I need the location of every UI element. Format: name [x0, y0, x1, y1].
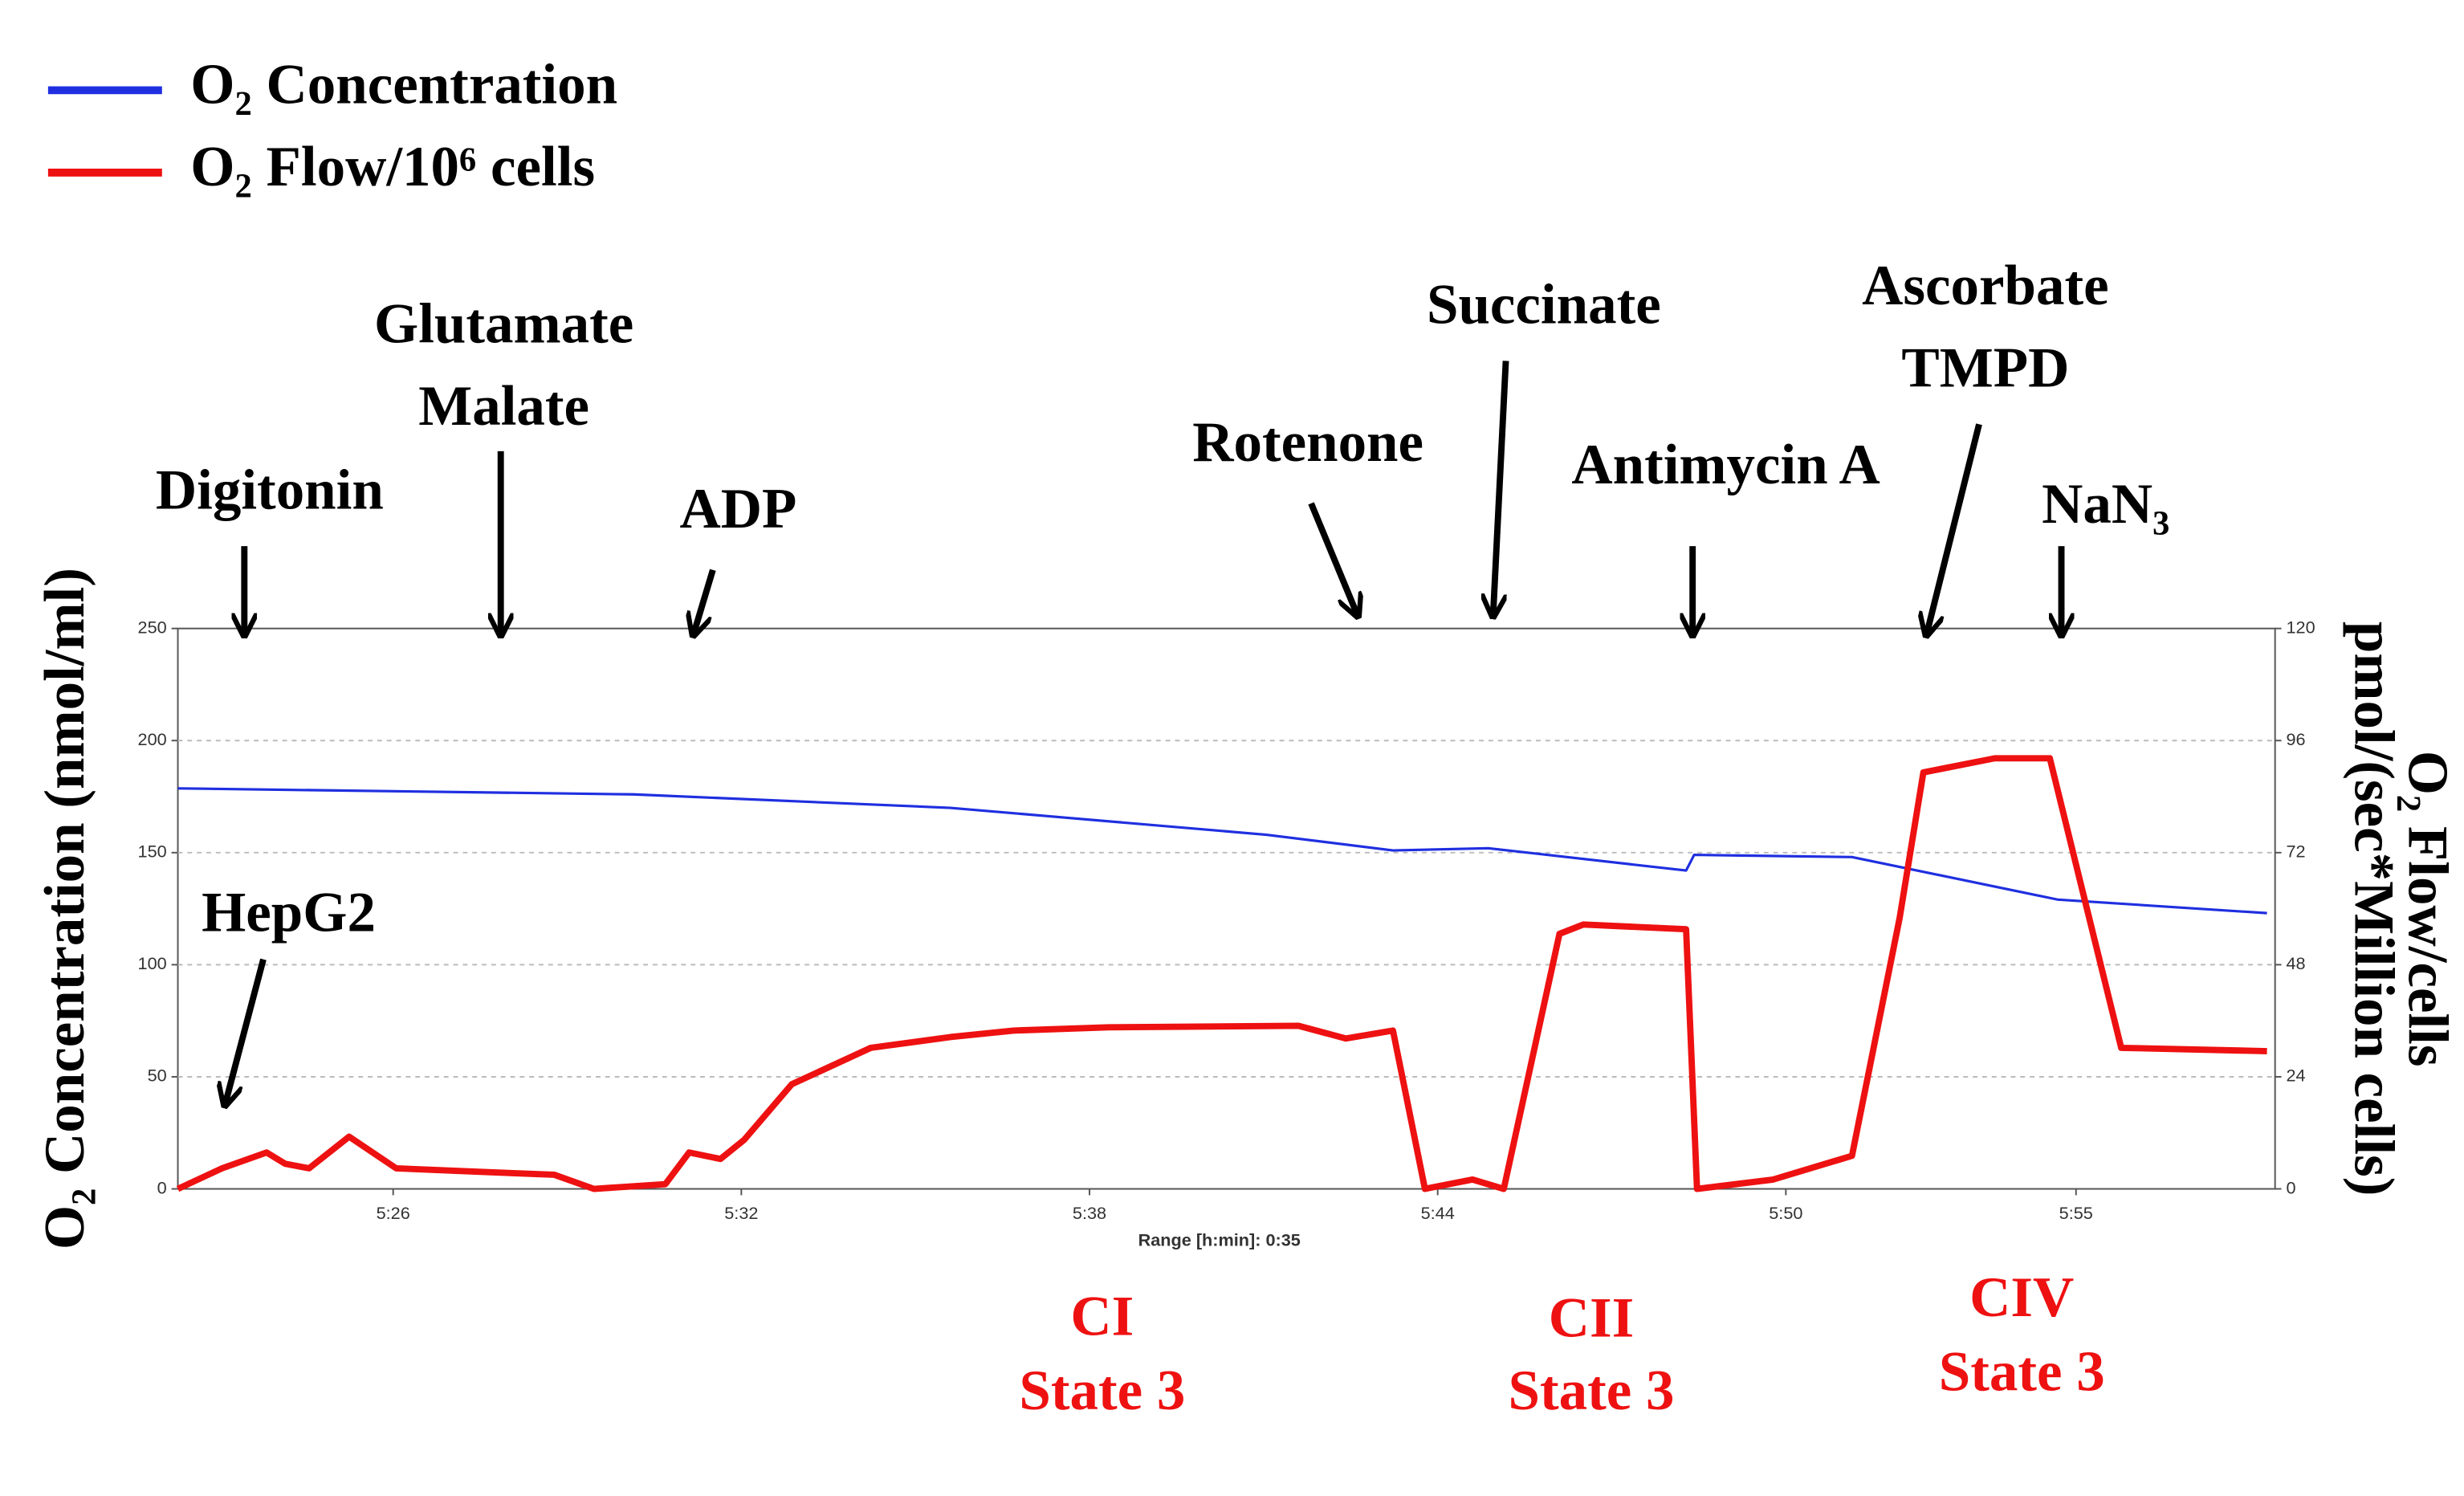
- annotation: NaN₃: [2042, 473, 2169, 536]
- y2-axis-label: pmol/(sec*Million cells): [2343, 622, 2405, 1196]
- x-tick-label: 5:38: [1073, 1203, 1106, 1223]
- y2-tick-label: 96: [2286, 729, 2305, 749]
- y-tick-label: 50: [148, 1066, 167, 1086]
- y-axis-label: O₂ Concentration (nmol/ml): [34, 568, 96, 1249]
- annotation: CIV: [1969, 1266, 2074, 1329]
- annotation: State 3: [1019, 1359, 1185, 1422]
- annotation: State 3: [1509, 1359, 1675, 1422]
- x-tick-label: 5:26: [377, 1203, 410, 1223]
- y-tick-label: 0: [157, 1177, 167, 1197]
- data-line: [177, 787, 2267, 915]
- x-tick-label: 5:55: [2059, 1203, 2093, 1223]
- y2-tick-label: 120: [2286, 617, 2315, 637]
- y2-tick-label: 72: [2286, 842, 2305, 862]
- annotation: Digitonin: [156, 459, 384, 521]
- plot-frame: [177, 627, 2276, 1190]
- annotation-arrow: [1308, 502, 1357, 614]
- annotation: Rotenone: [1192, 411, 1423, 474]
- y2-tick-label: 48: [2286, 953, 2305, 973]
- y2-tick-label: 24: [2286, 1066, 2305, 1086]
- annotation: CII: [1549, 1286, 1635, 1349]
- legend-label: O₂ Concentration: [190, 54, 617, 116]
- annotation: Antimycin A: [1571, 434, 1880, 496]
- data-line: [176, 755, 2267, 1192]
- annotation-arrow: [694, 569, 716, 634]
- annotation-arrow: [226, 958, 267, 1103]
- annotation-arrow: [1927, 423, 1982, 633]
- annotation: CI: [1070, 1285, 1134, 1347]
- annotation: Glutamate: [374, 292, 633, 355]
- x-tick-label: 5:44: [1421, 1203, 1455, 1223]
- annotation: ADP: [679, 478, 796, 540]
- y-tick-label: 200: [138, 729, 167, 749]
- annotation: State 3: [1939, 1340, 2105, 1403]
- annotation: HepG2: [202, 882, 376, 944]
- y-tick-label: 150: [138, 842, 167, 862]
- legend-label: O₂ Flow/10⁶ cells: [190, 136, 595, 198]
- annotation: Malate: [418, 375, 589, 438]
- y-tick-label: 250: [138, 617, 167, 637]
- y2-tick-label: 0: [2286, 1177, 2295, 1197]
- annotation: Succinate: [1427, 274, 1661, 336]
- x-axis-label: Range [h:min]: 0:35: [1138, 1229, 1301, 1249]
- annotation: Ascorbate: [1862, 255, 2108, 317]
- y-tick-label: 100: [138, 953, 167, 973]
- x-tick-label: 5:32: [724, 1203, 758, 1223]
- x-tick-label: 5:50: [1769, 1203, 1802, 1223]
- annotation: TMPD: [1901, 337, 2069, 400]
- y2-axis-label: O₂ Flow/cells: [2397, 751, 2459, 1067]
- annotation-arrow: [1493, 361, 1509, 613]
